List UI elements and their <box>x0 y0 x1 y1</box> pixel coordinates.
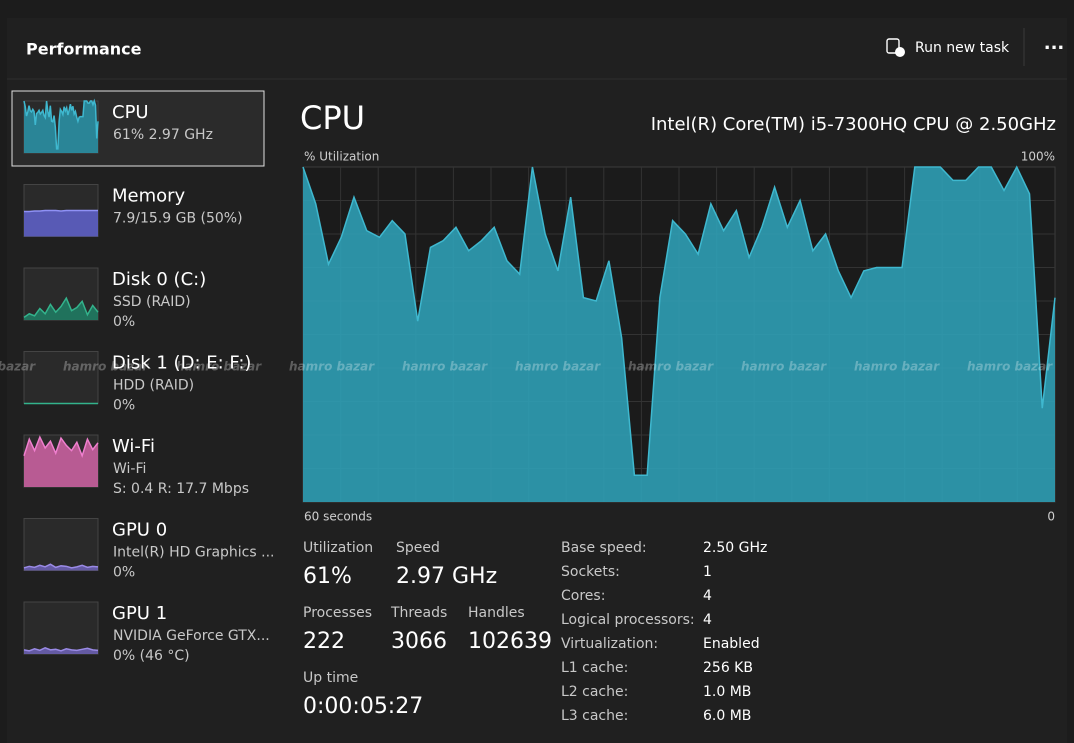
watermark-text: hamro bazar <box>0 360 36 374</box>
watermark: hamro bazar hamro bazar hamro bazar hamro b… <box>0 360 1053 374</box>
item-name: Memory <box>112 186 186 207</box>
sparkline-line <box>23 646 99 652</box>
item-detail: 0% (46 °C) <box>113 648 190 664</box>
item-detail: NVIDIA GeForce GTX... <box>113 628 270 644</box>
detail-label: L2 cache: <box>561 684 628 700</box>
detail-label: Base speed: <box>561 540 647 556</box>
item-name: CPU <box>112 102 149 123</box>
cpu-utilization-area <box>303 167 1055 502</box>
detail-value: 256 KB <box>703 660 753 676</box>
item-name: GPU 0 <box>112 520 167 541</box>
detail-label: Virtualization: <box>561 636 658 652</box>
item-detail: 61% 2.97 GHz <box>113 127 213 143</box>
item-detail: Wi-Fi <box>113 461 146 477</box>
sparkline-line <box>23 296 99 319</box>
watermark-text: hamro bazar <box>854 360 940 374</box>
item-detail: 0% <box>113 398 135 414</box>
main-title: CPU <box>300 99 365 137</box>
watermark-text: hamro bazar <box>967 360 1053 374</box>
watermark-text: hamro bazar <box>402 360 488 374</box>
item-name: Wi-Fi <box>112 436 155 457</box>
sidebar: CPU 61% 2.97 GHz Memory 7.9/15.9 GB (50%) Di… <box>11 90 274 664</box>
cpu-utilization-line <box>302 165 1056 476</box>
sparkline-area <box>24 298 98 320</box>
x-end-label: 0 <box>1047 510 1055 524</box>
stat-value: 222 <box>303 629 345 654</box>
stat-label: Handles <box>468 605 525 621</box>
detail-value: 1 <box>703 564 712 580</box>
watermark-text: hamro bazar <box>628 360 714 374</box>
sparkline-line <box>23 563 99 569</box>
detail-value: 4 <box>703 588 712 604</box>
item-name: Disk 1 (D: E: F:) <box>112 353 251 374</box>
stat-value: 0:00:05:27 <box>303 694 423 719</box>
watermark-text: hamro bazar <box>741 360 827 374</box>
detail-label: Logical processors: <box>561 612 695 628</box>
detail-label: Sockets: <box>561 564 620 580</box>
x-start-label: 60 seconds <box>304 510 372 524</box>
stat-label: Utilization <box>303 540 373 556</box>
watermark-text: hamro bazar <box>176 360 262 374</box>
detail-value: Enabled <box>703 636 760 652</box>
main-panel: CPU Intel(R) Core(TM) i5-7300HQ CPU @ 2.… <box>300 99 1056 724</box>
more-button[interactable]: ... <box>1044 33 1065 54</box>
item-detail: 0% <box>113 565 135 581</box>
item-name: GPU 1 <box>112 603 167 624</box>
item-detail: Intel(R) HD Graphics ... <box>113 545 274 561</box>
y-label: % Utilization <box>304 150 379 164</box>
stat-value: 2.97 GHz <box>396 564 497 589</box>
y-max-label: 100% <box>1021 150 1055 164</box>
detail-label: Cores: <box>561 588 605 604</box>
detail-value: 2.50 GHz <box>703 540 767 556</box>
cpu-model: Intel(R) Core(TM) i5-7300HQ CPU @ 2.50GH… <box>651 114 1056 135</box>
run-icon <box>886 38 900 54</box>
thumbnail <box>23 518 99 571</box>
item-detail: S: 0.4 R: 17.7 Mbps <box>113 481 249 497</box>
sparkline-line <box>23 98 99 150</box>
item-detail: 7.9/15.9 GB (50%) <box>113 211 243 227</box>
stat-value: 102639 <box>468 629 552 654</box>
detail-value: 6.0 MB <box>703 708 751 724</box>
watermark-text: hamro bazar <box>515 360 601 374</box>
stat-label: Processes <box>303 605 372 621</box>
sidebar-item[interactable]: Memory 7.9/15.9 GB (50%) <box>23 184 243 237</box>
thumbnail <box>23 351 99 404</box>
detail-value: 4 <box>703 612 712 628</box>
run-icon-plus <box>895 47 905 57</box>
sidebar-item[interactable]: Wi-Fi Wi-Fi S: 0.4 R: 17.7 Mbps <box>23 434 249 497</box>
sidebar-item[interactable]: Disk 1 (D: E: F:) HDD (RAID) 0% <box>23 351 251 414</box>
item-name: Disk 0 (C:) <box>112 269 206 290</box>
stat-value: 3066 <box>391 629 447 654</box>
watermark-text: hamro bazar <box>289 360 375 374</box>
sidebar-item[interactable]: CPU 61% 2.97 GHz <box>23 98 213 154</box>
run-new-task-button[interactable]: Run new task <box>886 38 1010 57</box>
sparkline-line <box>23 435 99 459</box>
stat-label: Up time <box>303 670 358 686</box>
sidebar-item[interactable]: Disk 0 (C:) SSD (RAID) 0% <box>23 267 206 330</box>
item-detail: SSD (RAID) <box>113 294 191 310</box>
watermark-text: hamro bazar <box>63 360 149 374</box>
stat-label: Threads <box>390 605 447 621</box>
item-detail: HDD (RAID) <box>113 378 194 394</box>
detail-label: L1 cache: <box>561 660 628 676</box>
run-new-task[interactable]: Run new task <box>915 40 1010 56</box>
sparkline-area <box>24 564 98 571</box>
stat-label: Speed <box>396 540 440 556</box>
stat-value: 61% <box>303 564 352 589</box>
sparkline-area <box>24 210 98 237</box>
page-title: Performance <box>26 40 142 59</box>
sidebar-item[interactable]: GPU 0 Intel(R) HD Graphics ... 0% <box>23 518 274 581</box>
detail-label: L3 cache: <box>561 708 628 724</box>
detail-value: 1.0 MB <box>703 684 751 700</box>
sparkline-line <box>24 209 98 213</box>
sparkline-area <box>24 101 98 153</box>
thumbnail <box>23 601 99 655</box>
item-detail: 0% <box>113 314 135 330</box>
sidebar-item[interactable]: GPU 1 NVIDIA GeForce GTX... 0% (46 °C) <box>23 601 270 664</box>
